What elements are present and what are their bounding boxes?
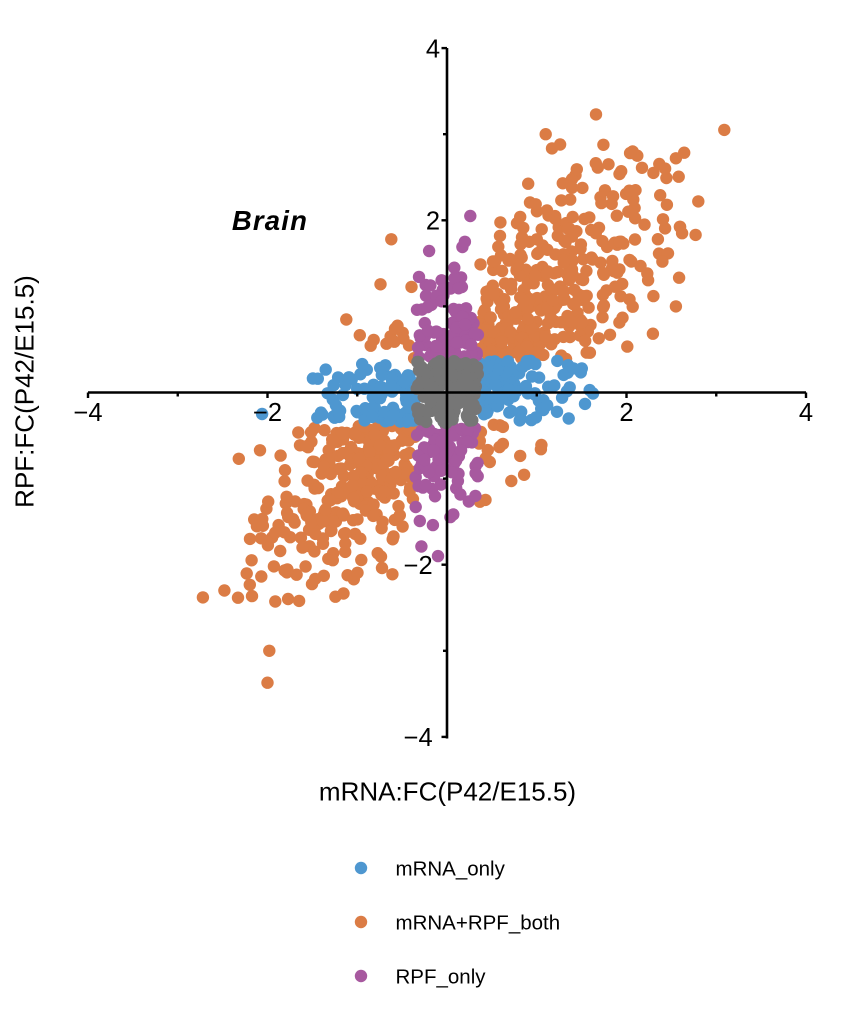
svg-text:−4: −4 [73, 399, 102, 427]
svg-text:2: 2 [426, 208, 440, 236]
svg-text:mRNA_only: mRNA_only [396, 857, 506, 880]
svg-text:−2: −2 [253, 399, 282, 427]
svg-text:4: 4 [799, 399, 813, 427]
svg-text:Brain: Brain [232, 205, 308, 236]
svg-text:4: 4 [426, 35, 440, 63]
svg-text:−2: −2 [404, 552, 433, 580]
svg-text:mRNA:FC(P42/E15.5): mRNA:FC(P42/E15.5) [319, 777, 576, 807]
svg-text:2: 2 [619, 399, 633, 427]
svg-text:−4: −4 [404, 724, 433, 752]
svg-text:RPF:FC(P42/E15.5): RPF:FC(P42/E15.5) [10, 275, 40, 508]
svg-text:RPF_only: RPF_only [396, 965, 487, 988]
svg-text:mRNA+RPF_both: mRNA+RPF_both [396, 911, 561, 934]
